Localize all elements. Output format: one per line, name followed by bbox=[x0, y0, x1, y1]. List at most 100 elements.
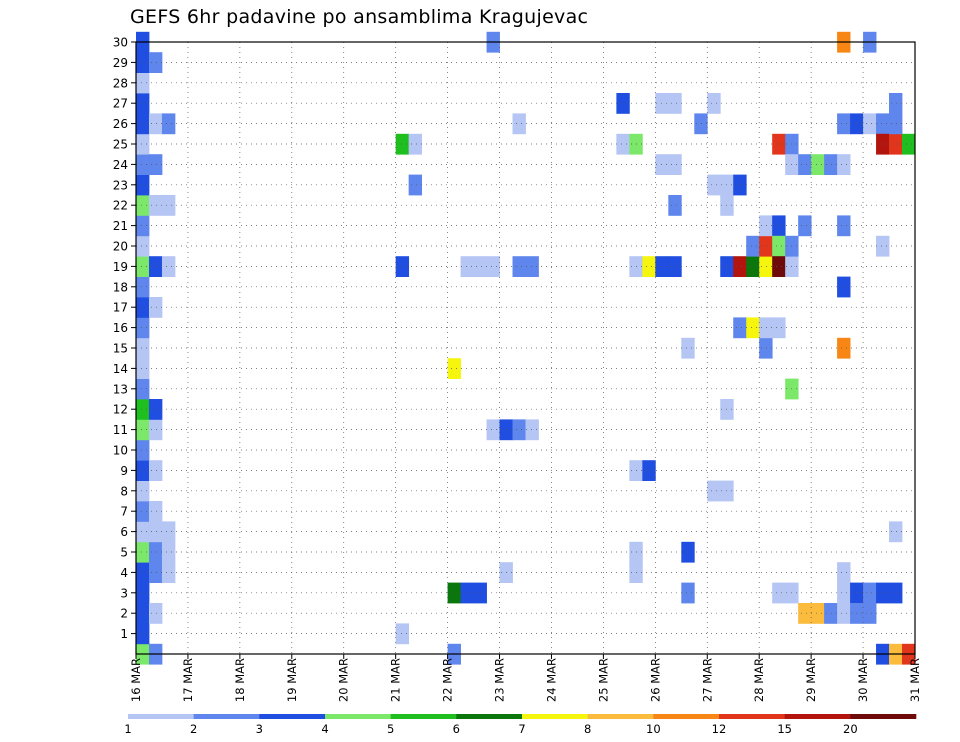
heatmap-cell bbox=[681, 337, 695, 359]
x-tick-label: 27 MAR bbox=[700, 658, 714, 702]
heatmap-cells bbox=[136, 31, 916, 665]
heatmap-cell bbox=[772, 215, 786, 237]
heatmap-cell bbox=[395, 623, 410, 645]
heatmap-cell bbox=[136, 399, 150, 420]
y-tick-label: 25 bbox=[113, 138, 128, 152]
heatmap-cell bbox=[837, 603, 851, 624]
heatmap-cell bbox=[161, 256, 176, 277]
heatmap-cell bbox=[759, 215, 773, 237]
grid-lines bbox=[136, 41, 915, 654]
heatmap-cell bbox=[148, 562, 163, 583]
heatmap-cell bbox=[889, 582, 903, 604]
y-tick-label: 29 bbox=[113, 56, 128, 70]
heatmap-cell bbox=[707, 174, 721, 196]
colorbar-label: 7 bbox=[518, 722, 525, 736]
heatmap-cell bbox=[733, 317, 747, 339]
heatmap-cell bbox=[148, 541, 163, 563]
heatmap-cell bbox=[148, 297, 163, 318]
x-tick-label: 23 MAR bbox=[493, 658, 507, 702]
heatmap-cell bbox=[136, 541, 150, 563]
colorbar-swatch bbox=[456, 714, 523, 719]
heatmap-cell bbox=[876, 113, 890, 135]
heatmap-cell bbox=[486, 256, 500, 277]
heatmap-cell bbox=[161, 113, 176, 135]
colorbar-label: 1 bbox=[124, 722, 131, 736]
x-tick-label: 22 MAR bbox=[441, 658, 455, 702]
y-tick-label: 4 bbox=[120, 566, 128, 580]
heatmap-cell bbox=[837, 337, 851, 359]
y-tick-label: 11 bbox=[113, 423, 128, 437]
colorbar-label: 10 bbox=[646, 722, 661, 736]
y-tick-label: 8 bbox=[120, 484, 128, 498]
colorbar-swatch bbox=[850, 714, 917, 719]
heatmap-cell bbox=[136, 276, 150, 298]
heatmap-cell bbox=[759, 317, 773, 339]
heatmap-cell bbox=[642, 256, 656, 277]
y-tick-label: 20 bbox=[113, 240, 128, 254]
heatmap-cell bbox=[902, 133, 916, 155]
colorbar-label: 4 bbox=[321, 722, 328, 736]
heatmap-cell bbox=[136, 358, 150, 379]
y-tick-label: 26 bbox=[113, 117, 128, 131]
heatmap-cell bbox=[668, 154, 682, 175]
y-tick-label: 17 bbox=[113, 301, 128, 315]
heatmap-cell bbox=[512, 419, 526, 441]
heatmap-cell bbox=[136, 460, 150, 481]
y-tick-label: 18 bbox=[113, 280, 128, 294]
heatmap-cell bbox=[136, 154, 150, 175]
heatmap-cell bbox=[772, 235, 786, 257]
heatmap-cell bbox=[136, 113, 150, 135]
heatmap-cell bbox=[655, 154, 669, 175]
colorbar-swatch bbox=[653, 714, 720, 719]
heatmap-cell bbox=[863, 113, 877, 135]
colorbar-swatch bbox=[719, 714, 785, 719]
heatmap-cell bbox=[161, 541, 176, 563]
colorbar-label: 3 bbox=[256, 722, 263, 736]
heatmap-cell bbox=[837, 215, 851, 237]
heatmap-cell bbox=[136, 317, 150, 339]
y-tick-label: 12 bbox=[113, 403, 128, 417]
heatmap-cell bbox=[837, 582, 851, 604]
heatmap-cell bbox=[148, 521, 163, 543]
heatmap-cell bbox=[772, 582, 786, 604]
heatmap-cell bbox=[447, 582, 461, 604]
heatmap-cell bbox=[798, 215, 812, 237]
heatmap-cell bbox=[616, 133, 630, 155]
x-tick-label: 21 MAR bbox=[389, 658, 403, 702]
heatmap-cell bbox=[837, 562, 851, 583]
y-tick-label: 16 bbox=[113, 321, 128, 335]
heatmap-cell bbox=[136, 297, 150, 318]
heatmap-cell bbox=[772, 256, 786, 277]
heatmap-cell bbox=[148, 256, 163, 277]
heatmap-cell bbox=[136, 378, 150, 400]
y-tick-label: 2 bbox=[120, 607, 128, 621]
y-tick-label: 21 bbox=[113, 219, 128, 233]
heatmap-cell bbox=[811, 154, 825, 175]
heatmap-cell bbox=[408, 174, 423, 196]
x-tick-label: 19 MAR bbox=[285, 658, 299, 702]
heatmap-cell bbox=[707, 480, 721, 502]
heatmap-cell bbox=[473, 582, 487, 604]
colorbar-label: 6 bbox=[453, 722, 460, 736]
heatmap-cell bbox=[148, 603, 163, 624]
heatmap-cell bbox=[798, 603, 812, 624]
heatmap-cell bbox=[694, 113, 708, 135]
heatmap-cell bbox=[136, 582, 150, 604]
x-tick-label: 25 MAR bbox=[596, 658, 610, 702]
heatmap-cell bbox=[798, 154, 812, 175]
heatmap-cell bbox=[824, 154, 838, 175]
heatmap-cell bbox=[161, 521, 176, 543]
heatmap-cell bbox=[525, 419, 539, 441]
x-tick-label: 26 MAR bbox=[648, 658, 662, 702]
heatmap-cell bbox=[136, 623, 150, 645]
y-tick-label: 9 bbox=[120, 464, 128, 478]
heatmap-cell bbox=[395, 133, 410, 155]
heatmap-cell bbox=[889, 93, 903, 114]
heatmap-cell bbox=[136, 256, 150, 277]
heatmap-cell bbox=[136, 133, 150, 155]
heatmap-cell bbox=[136, 480, 150, 502]
y-tick-label: 7 bbox=[120, 505, 128, 519]
x-tick-label: 30 MAR bbox=[856, 658, 870, 702]
heatmap-cell bbox=[136, 562, 150, 583]
